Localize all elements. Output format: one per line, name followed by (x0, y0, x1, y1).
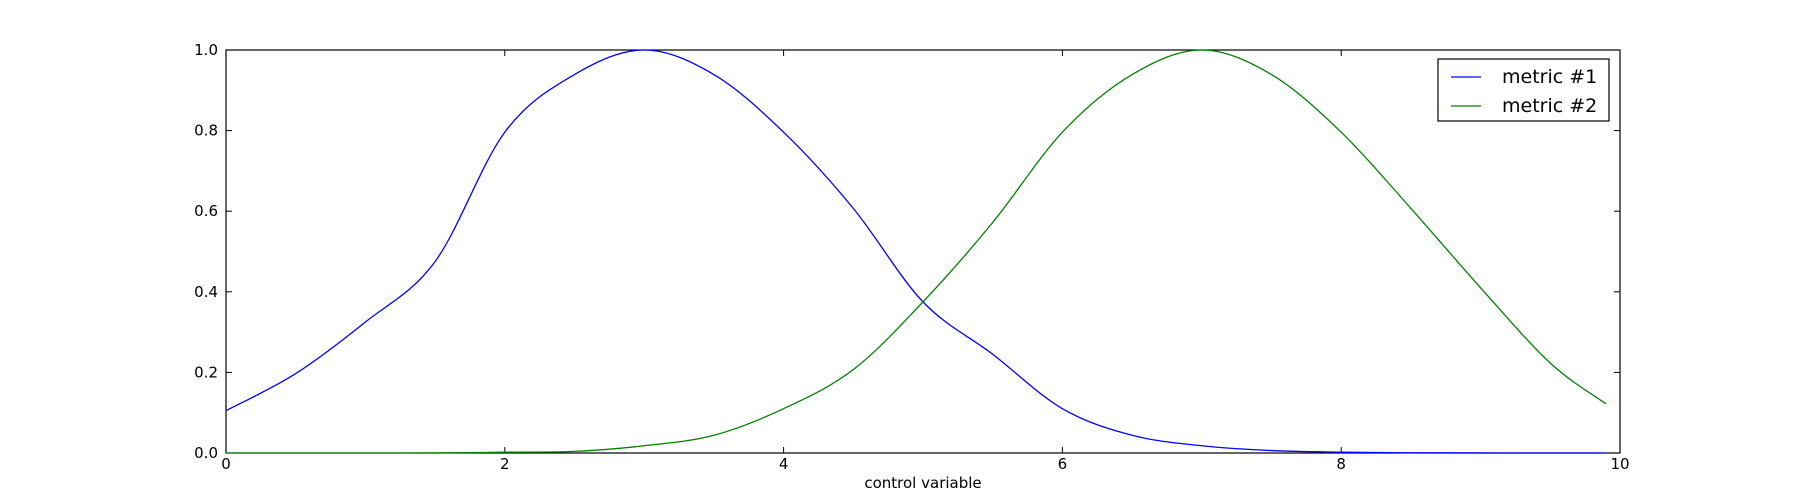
x-tick-label: 8 (1336, 455, 1346, 473)
plot-area (225, 49, 1621, 454)
y-tick-label: 0.0 (194, 444, 218, 462)
y-axis-ticks: 0.0 0.2 0.4 0.6 0.8 1.0 (194, 41, 1620, 462)
plot-frame (225, 49, 1621, 454)
y-tick-label: 0.6 (194, 202, 218, 220)
legend-label-2: metric #2 (1502, 95, 1597, 117)
x-tick-label: 2 (500, 455, 510, 473)
y-tick-label: 1.0 (194, 41, 218, 59)
series-line-2 (226, 49, 1607, 454)
x-tick-label: 0 (221, 455, 231, 473)
x-tick-label: 6 (1058, 455, 1068, 473)
legend: metric #1 metric #2 (1437, 58, 1610, 122)
series-layer (225, 49, 1607, 454)
series-line-1 (225, 49, 1607, 454)
x-tick-label: 10 (1610, 455, 1629, 473)
legend-label-1: metric #1 (1502, 66, 1597, 88)
x-tick-label: 4 (779, 455, 789, 473)
legend-box (1437, 58, 1610, 122)
x-axis-label: control variable (864, 474, 981, 492)
y-tick-label: 0.4 (194, 283, 218, 301)
y-tick-label: 0.8 (194, 122, 218, 140)
y-tick-label: 0.2 (194, 363, 218, 381)
x-axis-ticks: 0 2 4 6 8 10 (221, 50, 1630, 473)
